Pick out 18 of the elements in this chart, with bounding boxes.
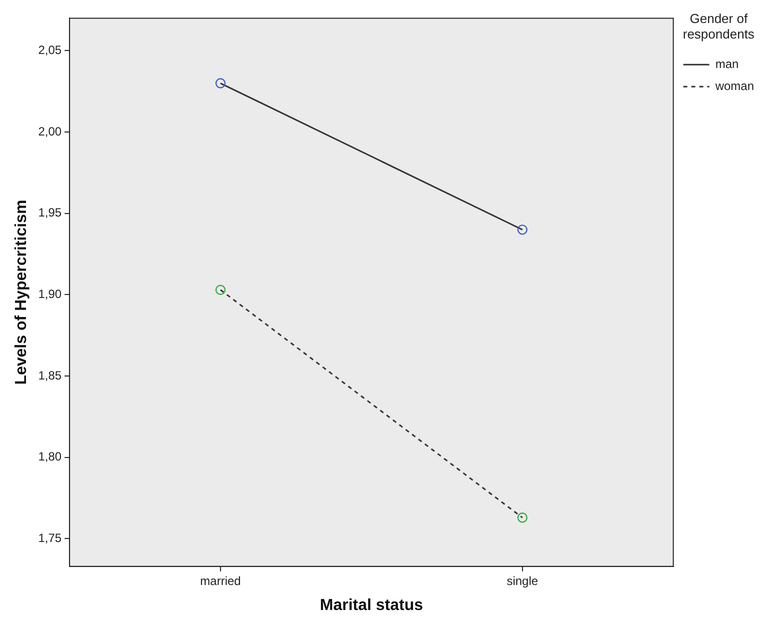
x-tick-label: married [200, 574, 241, 588]
y-tick-label: 1,80 [38, 450, 62, 464]
y-tick-label: 2,00 [38, 124, 62, 138]
y-tick-label: 1,95 [38, 206, 62, 220]
y-tick-label: 1,85 [38, 368, 62, 382]
y-tick-label: 2,05 [38, 43, 62, 58]
point [215, 78, 226, 88]
legend-label: woman [714, 78, 754, 93]
point [517, 224, 528, 235]
point [517, 512, 528, 523]
point [215, 284, 226, 295]
legend-title: Gender of respondents [682, 11, 755, 42]
y-tick-label: 1,90 [38, 287, 62, 302]
x-tick-label: single [506, 574, 538, 588]
x-axis-title: Marital status [320, 596, 424, 614]
legend-label: man [715, 56, 739, 71]
y-axis-title: Levels of Hypercriticism [13, 200, 30, 385]
y-tick-label: 1,75 [38, 531, 62, 546]
